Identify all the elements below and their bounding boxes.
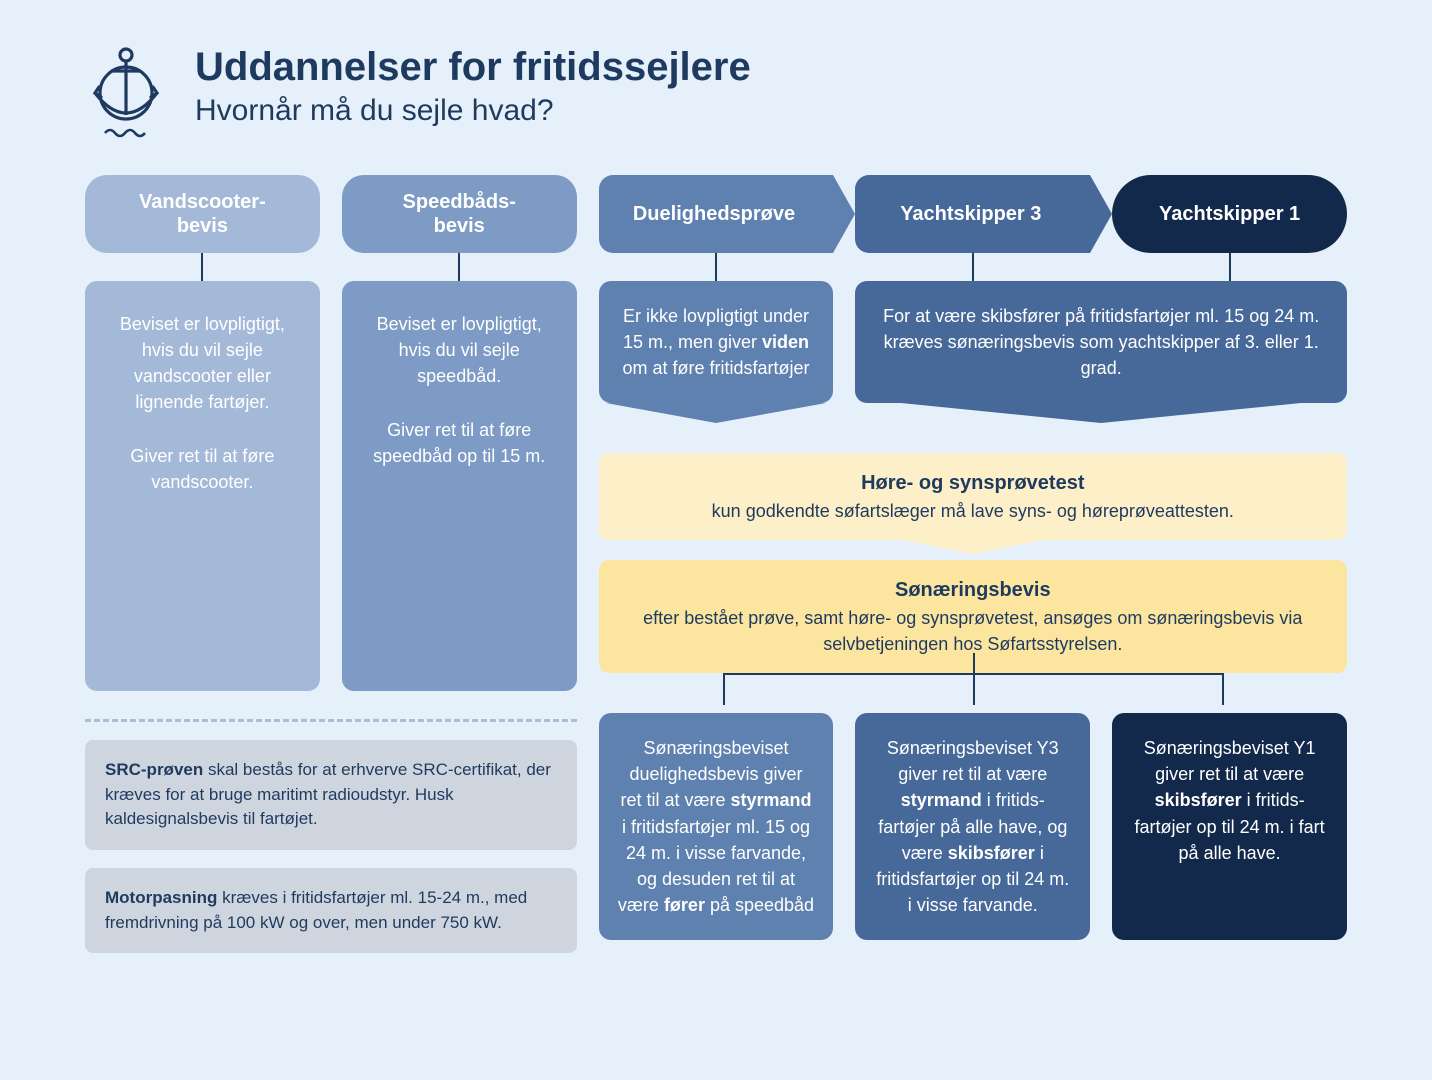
badge-speedbad: Speedbåds- bevis [342, 175, 577, 253]
info-vandscooter: Beviset er lovpligtigt, hvis du vil sejl… [85, 281, 320, 691]
divider-dashed [85, 719, 577, 722]
badge-vandscooter: Vandscooter- bevis [85, 175, 320, 253]
connector-row-1 [85, 253, 1347, 281]
note-motor: Motorpasning kræves i fritidsfartøjer ml… [85, 868, 577, 953]
outcome-y1: Sønæringsbeviset Y1 giver ret til at vær… [1112, 713, 1347, 940]
page-title: Uddannelser for fritidssejlere [195, 45, 751, 90]
badge-y3: Yachtskipper 3 [855, 175, 1090, 253]
badge-row: Vandscooter- bevis Speedbåds- bevis Duel… [85, 175, 1347, 253]
info-speedbad: Beviset er lovpligtigt, hvis du vil sejl… [342, 281, 577, 691]
info-duelighed: Er ikke lovpligtigt under 15 m., men giv… [599, 281, 834, 403]
badge-y1: Yachtskipper 1 [1112, 175, 1347, 253]
anchor-logo-icon [85, 45, 167, 140]
header: Uddannelser for fritidssejlere Hvornår m… [85, 45, 1347, 140]
connector-3way [599, 673, 1347, 705]
outcome-duelighed: Sønæringsbeviset duelighedsbevis giver r… [599, 713, 834, 940]
page-subtitle: Hvornår må du sejle hvad? [195, 94, 751, 128]
hearing-test-box: Høre- og synsprøvetest kun godkendte søf… [599, 453, 1347, 540]
note-src: SRC-prøven skal bestås for at erhverve S… [85, 740, 577, 850]
badge-duelighed: Duelighedsprøve [599, 175, 834, 253]
info-yachtskipper: For at være skibsfører på fritidsfartøje… [855, 281, 1347, 403]
outcome-y3: Sønæringsbeviset Y3 giver ret til at vær… [855, 713, 1090, 940]
